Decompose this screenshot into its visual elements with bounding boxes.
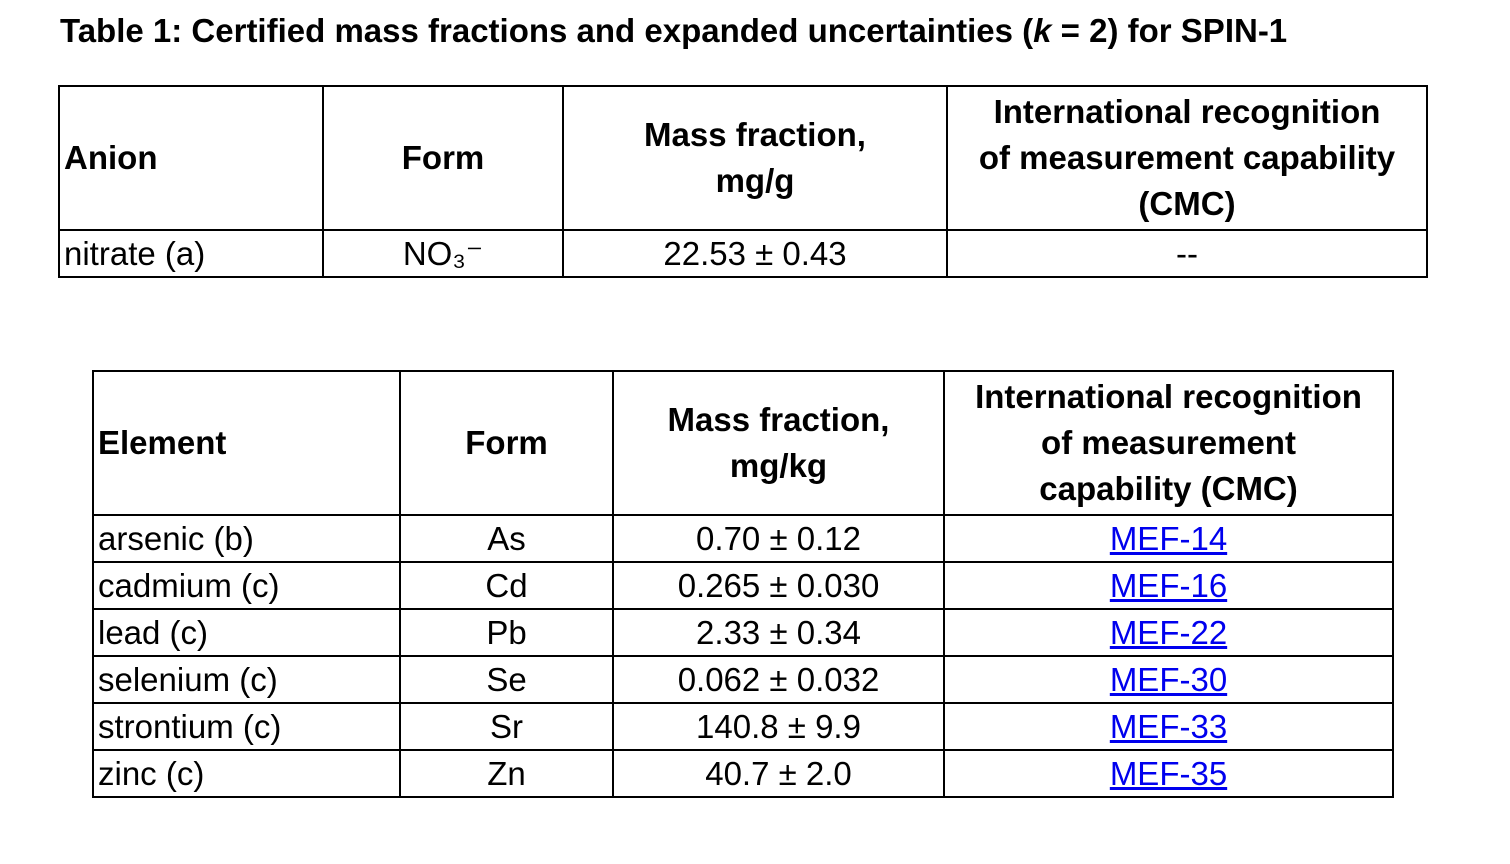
cell-text: --	[1176, 235, 1198, 272]
cell: lead (c)	[92, 608, 401, 657]
data-row: selenium (c) Se 0.062 ± 0.032 MEF-30	[92, 655, 1394, 704]
cell-text: Se	[486, 661, 527, 698]
header-text: mg/kg	[729, 447, 828, 484]
cell-text: 2.33 ± 0.34	[696, 614, 861, 651]
cell: Zn	[399, 749, 614, 798]
cell: selenium (c)	[92, 655, 401, 704]
header-text: International recognition	[993, 93, 1381, 130]
cell: As	[399, 514, 614, 563]
header-cell: International recognition of measurement c…	[943, 370, 1394, 516]
cell-text: NO₃⁻	[402, 235, 484, 272]
data-row: strontium (c) Sr 140.8 ± 9.9 MEF-33	[92, 702, 1394, 751]
cmc-link[interactable]: MEF-30	[1109, 661, 1228, 698]
cell-text: 0.70 ± 0.12	[696, 520, 861, 557]
cmc-link[interactable]: MEF-16	[1109, 567, 1228, 604]
cell: MEF-35	[943, 749, 1394, 798]
header-text: Form	[401, 139, 485, 176]
header-cell: Mass fraction, mg/g	[562, 85, 948, 231]
data-row: lead (c) Pb 2.33 ± 0.34 MEF-22	[92, 608, 1394, 657]
cell-text: As	[487, 520, 526, 557]
header-text: (CMC)	[1138, 185, 1236, 222]
header-text: of measurement capability	[978, 139, 1396, 176]
cell-text: Sr	[490, 708, 523, 745]
header-text: Mass fraction,	[667, 401, 890, 438]
cell: MEF-16	[943, 561, 1394, 610]
cell-text: nitrate (a)	[64, 235, 206, 272]
header-text: mg/g	[715, 162, 795, 199]
cell: zinc (c)	[92, 749, 401, 798]
cell: 0.70 ± 0.12	[612, 514, 945, 563]
header-text: International recognition	[975, 378, 1362, 415]
header-text: Element	[98, 424, 227, 461]
cell: MEF-22	[943, 608, 1394, 657]
cell: 0.265 ± 0.030	[612, 561, 945, 610]
header-row: Element Form Mass fraction, mg/kg Internatio…	[92, 370, 1394, 516]
cell-text: 140.8 ± 9.9	[696, 708, 861, 745]
cell: 40.7 ± 2.0	[612, 749, 945, 798]
title-italic: k	[1033, 12, 1052, 49]
cell: NO₃⁻	[322, 229, 564, 278]
cell: Se	[399, 655, 614, 704]
cell: cadmium (c)	[92, 561, 401, 610]
cell: 2.33 ± 0.34	[612, 608, 945, 657]
cell: --	[946, 229, 1428, 278]
cell: Sr	[399, 702, 614, 751]
header-cell: Mass fraction, mg/kg	[612, 370, 945, 516]
element-table: Element Form Mass fraction, mg/kg Internatio…	[92, 370, 1394, 798]
title-text: Table 1: Certified mass fractions and ex…	[60, 12, 1034, 49]
cmc-link[interactable]: MEF-22	[1109, 614, 1228, 651]
data-row: nitrate (a) NO₃⁻ 22.53 ± 0.43 --	[58, 229, 1428, 278]
cell-text: arsenic (b)	[98, 520, 254, 557]
cell: strontium (c)	[92, 702, 401, 751]
header-text: of measurement	[1041, 424, 1296, 461]
cell: Pb	[399, 608, 614, 657]
header-text: capability (CMC)	[1039, 470, 1298, 507]
header-row: Anion Form Mass fraction, mg/g International…	[58, 85, 1428, 231]
cell: arsenic (b)	[92, 514, 401, 563]
header-cell: Anion	[58, 85, 324, 231]
header-text: Anion	[64, 139, 158, 176]
cell: Cd	[399, 561, 614, 610]
header-cell: Form	[322, 85, 564, 231]
cell-text: 0.062 ± 0.032	[677, 661, 880, 698]
data-row: arsenic (b) As 0.70 ± 0.12 MEF-14	[92, 514, 1394, 563]
cell: 0.062 ± 0.032	[612, 655, 945, 704]
cell: 140.8 ± 9.9	[612, 702, 945, 751]
cell-text: Pb	[486, 614, 527, 651]
header-cell: Form	[399, 370, 614, 516]
cell: MEF-33	[943, 702, 1394, 751]
cmc-link[interactable]: MEF-14	[1109, 520, 1228, 557]
cell: 22.53 ± 0.43	[562, 229, 948, 278]
header-cell: International recognition of measurement …	[946, 85, 1428, 231]
data-row: cadmium (c) Cd 0.265 ± 0.030 MEF-16	[92, 561, 1394, 610]
header-cell: Element	[92, 370, 401, 516]
title-text: = 2) for SPIN-1	[1051, 12, 1288, 49]
cell: MEF-30	[943, 655, 1394, 704]
cmc-link[interactable]: MEF-35	[1109, 755, 1228, 792]
cmc-link[interactable]: MEF-33	[1109, 708, 1228, 745]
cell-text: selenium (c)	[98, 661, 278, 698]
cell-text: cadmium (c)	[98, 567, 280, 604]
cell: nitrate (a)	[58, 229, 324, 278]
cell-text: lead (c)	[98, 614, 209, 651]
cell: MEF-14	[943, 514, 1394, 563]
table-title: Table 1: Certified mass fractions and ex…	[60, 12, 1287, 50]
data-row: zinc (c) Zn 40.7 ± 2.0 MEF-35	[92, 749, 1394, 798]
cell-text: 22.53 ± 0.43	[663, 235, 847, 272]
cell-text: zinc (c)	[98, 755, 205, 792]
cell-text: Cd	[485, 567, 528, 604]
cell-text: Zn	[487, 755, 526, 792]
header-text: Mass fraction,	[644, 116, 866, 153]
header-text: Form	[465, 424, 548, 461]
anion-table: Anion Form Mass fraction, mg/g International…	[58, 85, 1428, 278]
cell-text: strontium (c)	[98, 708, 282, 745]
cell-text: 0.265 ± 0.030	[677, 567, 880, 604]
cell-text: 40.7 ± 2.0	[705, 755, 852, 792]
